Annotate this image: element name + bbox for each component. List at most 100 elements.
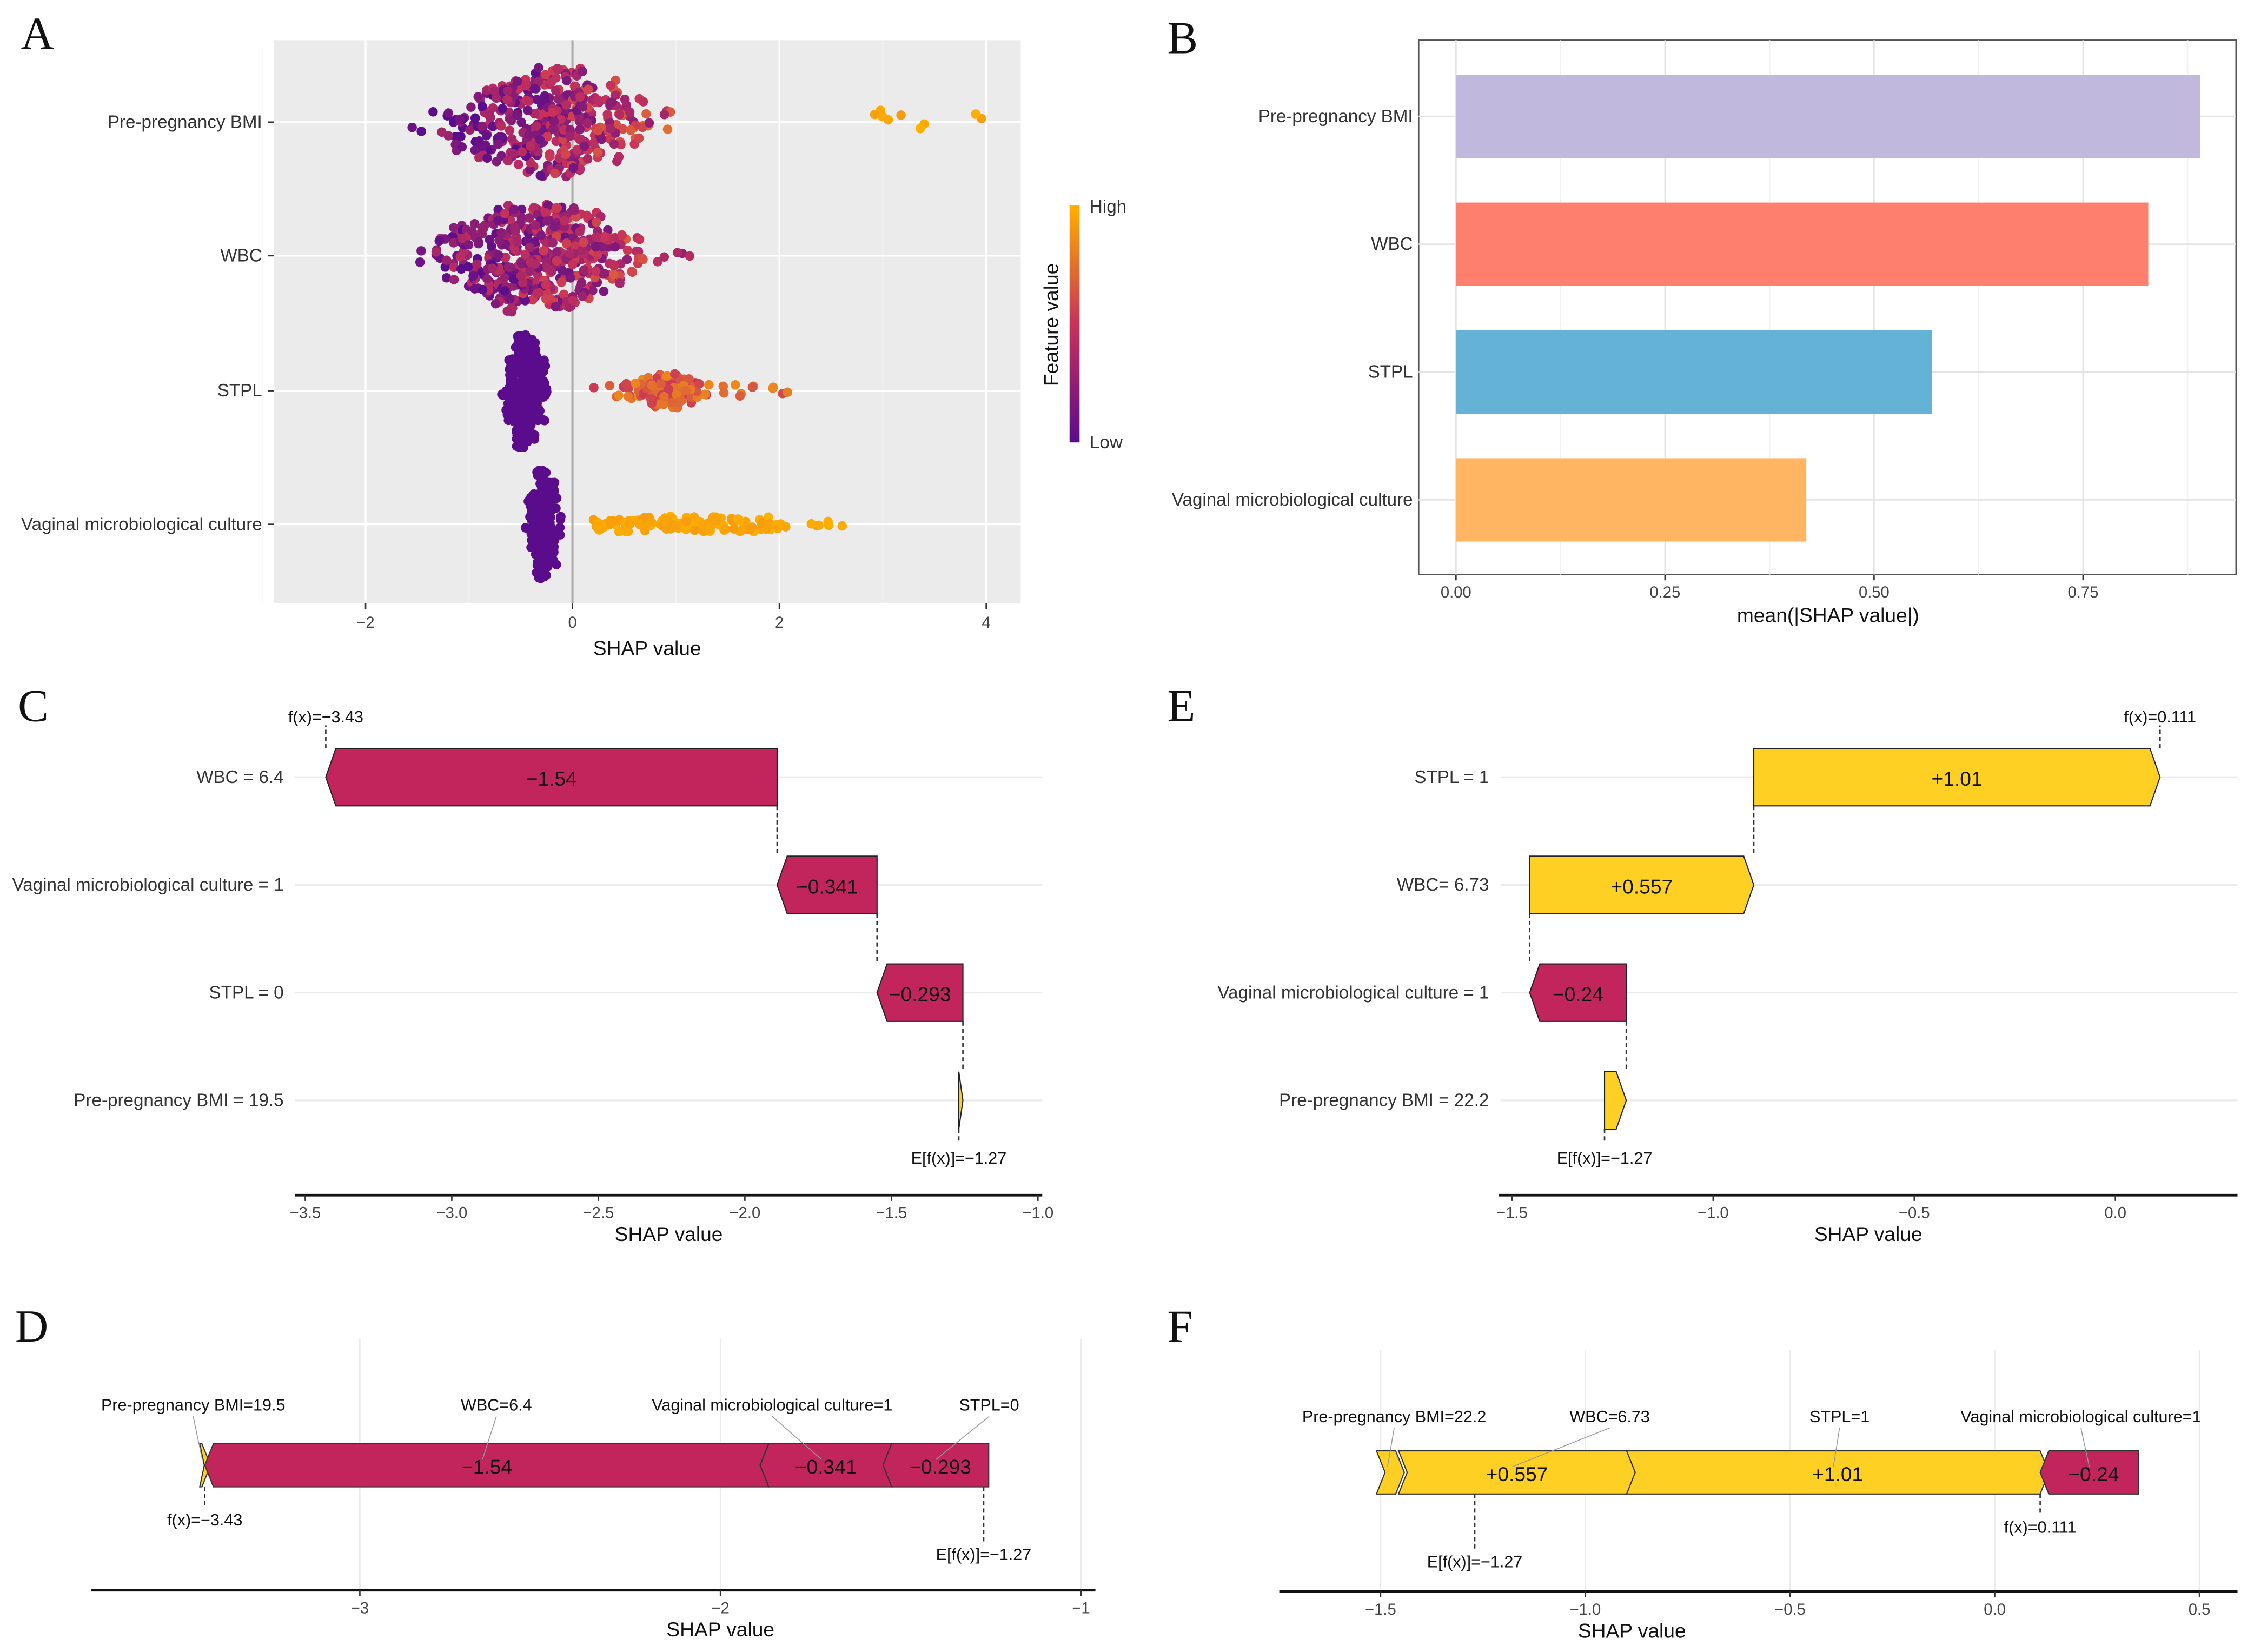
shap-point [814,520,824,530]
colorbar [1069,205,1080,443]
shap-point [428,107,438,117]
shap-point [559,216,569,226]
shap-point [747,382,758,392]
shap-point [551,503,561,513]
shap-point [690,525,700,535]
shap-point [470,284,480,294]
label-leader-line [772,1416,822,1460]
shap-point [623,392,633,401]
bar-value-label: −0.293 [889,983,951,1006]
shap-point [757,518,766,527]
shap-point [622,254,632,264]
x-tick-label: −2 [356,614,374,632]
shap-point [519,393,528,402]
shap-point [546,479,556,489]
x-tick-label: 0.0 [2104,1205,2126,1222]
shap-point [602,109,612,120]
shap-point [495,132,505,142]
shap-point [615,278,625,288]
shap-point [546,77,556,87]
shap-point [512,110,522,120]
shap-point [566,273,575,283]
x-tick-label: −2.5 [583,1205,614,1222]
positive-force-segment [1375,1450,1405,1495]
negative-shap-bar [1529,963,1627,1022]
shap-point [540,543,550,553]
shap-point [449,223,459,233]
shap-point [509,204,519,214]
shap-point [485,109,494,120]
shap-point [470,145,480,155]
label-leader-line [482,1416,497,1460]
x-tick-label: −3.0 [436,1205,468,1222]
shap-point [578,291,588,301]
feature-label: STPL = 0 [209,983,284,1003]
feature-label: WBC [220,246,262,266]
shap-point [565,131,575,141]
x-tick-label: 2 [775,614,784,632]
shap-point [659,399,669,409]
shap-point [525,421,535,432]
shap-point [577,67,587,76]
shap-point [534,63,543,73]
shap-point [533,557,542,567]
shap-point [621,379,632,389]
shap-point [503,262,514,272]
shap-point [520,363,529,373]
bar-value-label: +1.01 [1932,767,1983,790]
x-tick-label: −1.0 [1022,1205,1053,1222]
shap-point [547,108,558,117]
shap-point [502,306,512,316]
x-tick-label: −0.5 [1774,1601,1806,1618]
shap-point [533,270,543,280]
shap-point [870,110,880,120]
shap-point [606,80,615,90]
shap-point [449,238,459,248]
segment-feature-label: Pre-pregnancy BMI=19.5 [101,1396,285,1415]
category-label: WBC [1371,234,1413,254]
importance-bar [1456,75,2200,158]
x-tick-label: 0.75 [2067,584,2098,601]
shap-point [671,390,681,400]
shap-point [441,273,452,283]
shap-point [489,86,500,96]
shap-point [456,131,466,142]
segment-value-label: +1.01 [1812,1463,1863,1485]
negative-force-segment [882,1443,990,1488]
shap-point [605,123,615,134]
shap-point [546,523,555,533]
label-leader-line [2080,1428,2090,1467]
feature-label: Vaginal microbiological culture [21,514,262,534]
base-value-label: E[f(x)]=−1.27 [1557,1149,1653,1167]
shap-point [536,230,546,241]
shap-point [549,222,559,232]
shap-point [711,516,721,526]
shap-point [672,248,682,258]
category-label: Vaginal microbiological culture [1172,490,1413,510]
shap-point [535,520,546,530]
shap-point [498,103,507,114]
shap-point [620,94,630,104]
shap-point [591,266,601,276]
shap-point [582,154,593,164]
shap-point [719,388,729,398]
output-value-label: f(x)=0.111 [2004,1518,2077,1537]
x-tick-label: 0.00 [1441,584,1471,601]
shap-point [579,265,589,275]
shap-point [482,274,492,284]
shap-point [532,356,542,367]
shap-point [625,107,635,117]
shap-point [524,130,534,140]
shap-point [501,405,511,415]
label-leader-line [1387,1428,1395,1467]
shap-point [534,76,544,87]
shap-point [513,160,523,169]
segment-feature-label: Vaginal microbiological culture=1 [1960,1408,2201,1426]
label-leader-line [1833,1428,1840,1467]
shap-point [823,516,833,527]
segment-value-label: −0.293 [909,1456,971,1478]
shap-point [532,399,542,408]
x-tick-label: −3.5 [290,1205,321,1222]
shap-point [531,221,541,230]
